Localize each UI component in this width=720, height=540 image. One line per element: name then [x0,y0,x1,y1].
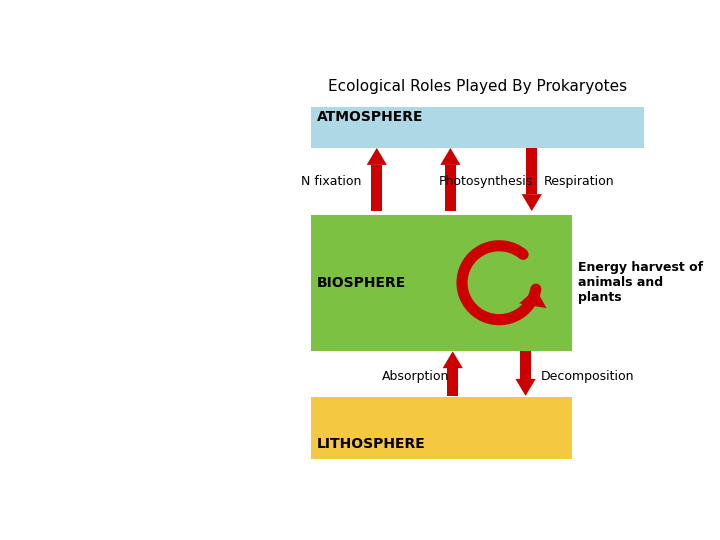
Polygon shape [519,289,546,308]
Bar [445,165,456,211]
Bar [311,397,572,459]
Text: Photosynthesis: Photosynthesis [438,176,533,188]
Polygon shape [443,351,463,368]
Polygon shape [516,379,536,396]
Text: Energy harvest of
animals and
plants: Energy harvest of animals and plants [578,261,703,304]
Bar [520,351,531,379]
Bar [311,107,644,148]
Bar [311,215,572,351]
Text: N fixation: N fixation [301,176,361,188]
Text: LITHOSPHERE: LITHOSPHERE [317,437,426,451]
Text: Decomposition: Decomposition [541,370,634,383]
Text: BIOSPHERE: BIOSPHERE [317,276,406,289]
Bar [372,165,382,211]
Text: Ecological Roles Played By Prokaryotes: Ecological Roles Played By Prokaryotes [328,79,627,93]
Polygon shape [522,194,542,211]
Text: ATMOSPHERE: ATMOSPHERE [317,110,423,124]
Bar [526,148,537,194]
Polygon shape [441,148,461,165]
Text: Absorption: Absorption [382,370,449,383]
Polygon shape [366,148,387,165]
Text: Respiration: Respiration [544,176,614,188]
Bar [447,368,458,396]
